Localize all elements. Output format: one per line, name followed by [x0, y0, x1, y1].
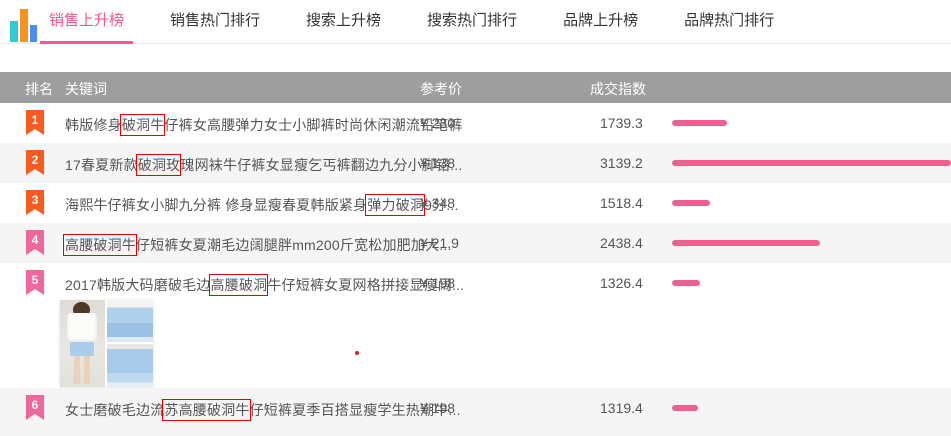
- keyword-segment: 17春夏新款: [65, 157, 138, 173]
- keyword-segment: 9分...: [424, 197, 459, 213]
- keyword-segment: 牛仔短裤女夏网格拼接显瘦阔...: [267, 277, 465, 293]
- col-header-keyword: 关键词: [65, 81, 107, 97]
- keyword-segment: 韩版修身: [65, 117, 122, 133]
- keyword-segment: 2017韩版大码磨破毛边: [65, 277, 211, 293]
- price-value: ¥ 230: [420, 115, 456, 131]
- index-value: 1326.4: [600, 275, 643, 291]
- keyword-highlight-box: 高腰破洞牛: [65, 237, 136, 253]
- keyword-segment: 仔裤女高腰弹力女士小脚裤时尚休闲潮流铅笔裤: [164, 117, 463, 133]
- index-value: 3139.2: [600, 155, 643, 171]
- table-row[interactable]: 4 高腰破洞牛仔短裤女夏潮毛边阔腿胖mm200斤宽松加肥加大... ¥ 21.9…: [0, 223, 951, 263]
- tab-brand-hot[interactable]: 品牌热门排行: [684, 12, 775, 29]
- index-bar: [672, 240, 820, 246]
- table-row[interactable]: 1 韩版修身破洞牛仔裤女高腰弹力女士小脚裤时尚休闲潮流铅笔裤 ¥ 230 173…: [0, 103, 951, 143]
- keyword-text: 韩版修身破洞牛仔裤女高腰弹力女士小脚裤时尚休闲潮流铅笔裤: [65, 115, 463, 135]
- table-row[interactable]: 2 17春夏新款破洞玫瑰网袜牛仔裤女显瘦乞丐裤翻边九分小脚铅... ¥ 138 …: [0, 143, 951, 183]
- product-photo-shorts-side: [107, 344, 153, 387]
- tab-brand-rising[interactable]: 品牌上升榜: [563, 12, 639, 29]
- keyword-text: 女士磨破毛边流苏高腰破洞牛仔短裤夏季百搭显瘦学生热潮牛...: [65, 400, 461, 420]
- index-value: 1319.4: [600, 400, 643, 416]
- tab-search-rising[interactable]: 搜索上升榜: [306, 12, 382, 29]
- rank-badge: 2: [26, 150, 44, 175]
- price-value: ¥ 138: [420, 155, 456, 171]
- price-value: ¥ 348: [420, 195, 456, 211]
- table-row[interactable]: 6 女士磨破毛边流苏高腰破洞牛仔短裤夏季百搭显瘦学生热潮牛... ¥ 198 1…: [0, 388, 951, 436]
- price-value: ¥ 21.9: [420, 235, 459, 251]
- keyword-highlight-box: 弹力破洞: [367, 197, 425, 213]
- keyword-text: 高腰破洞牛仔短裤女夏潮毛边阔腿胖mm200斤宽松加肥加大...: [65, 235, 452, 255]
- bar-chart-icon: [10, 8, 40, 42]
- index-bar: [672, 120, 727, 126]
- keyword-segment: 女士磨破毛边流: [65, 402, 165, 418]
- tab-search-hot[interactable]: 搜索热门排行: [427, 12, 518, 29]
- keyword-segment: 仔短裤夏季百搭显瘦学生热潮牛...: [249, 402, 461, 418]
- col-header-price: 参考价: [420, 81, 462, 97]
- product-photo-shorts-front: [107, 300, 153, 342]
- table-row[interactable]: 5 2017韩版大码磨破毛边高腰破洞牛仔短裤女夏网格拼接显瘦阔... ¥ 198…: [0, 263, 951, 388]
- index-bar: [672, 160, 951, 166]
- rank-badge: 1: [26, 110, 44, 135]
- index-value: 1739.3: [600, 115, 643, 131]
- index-value: 2438.4: [600, 235, 643, 251]
- table-header: 排名 关键词 参考价 成交指数: [0, 72, 951, 103]
- tab-sales-hot[interactable]: 销售热门排行: [170, 12, 261, 29]
- index-bar: [672, 405, 698, 411]
- table-row[interactable]: 3 海熙牛仔裤女小脚九分裤 修身显瘦春夏韩版紧身弹力破洞9分... ¥ 348 …: [0, 183, 951, 223]
- tab-sales-rising[interactable]: 销售上升榜: [40, 0, 134, 44]
- stray-red-dot: [355, 351, 359, 355]
- index-bar: [672, 200, 710, 206]
- col-header-index: 成交指数: [590, 81, 646, 97]
- product-image-preview[interactable]: [60, 300, 153, 387]
- keyword-segment: 仔短裤女夏潮毛边阔腿胖mm200斤宽松加肥加大...: [136, 237, 452, 253]
- product-photo-model: [60, 300, 105, 387]
- rank-badge: 6: [26, 395, 44, 420]
- keyword-text: 海熙牛仔裤女小脚九分裤 修身显瘦春夏韩版紧身弹力破洞9分...: [65, 195, 459, 215]
- keyword-highlight-box: 高腰破洞: [210, 277, 268, 293]
- index-value: 1518.4: [600, 195, 643, 211]
- index-bar: [672, 280, 700, 286]
- keyword-text: 2017韩版大码磨破毛边高腰破洞牛仔短裤女夏网格拼接显瘦阔...: [65, 275, 464, 295]
- rank-badge: 5: [26, 270, 44, 295]
- keyword-highlight-box: 苏高腰破洞牛: [164, 402, 250, 418]
- price-value: ¥ 198: [420, 275, 456, 291]
- keyword-highlight-box: 破洞玫: [137, 157, 181, 173]
- col-header-rank: 排名: [25, 81, 53, 97]
- keyword-text: 17春夏新款破洞玫瑰网袜牛仔裤女显瘦乞丐裤翻边九分小脚铅...: [65, 155, 462, 175]
- tab-list: 销售上升榜 销售热门排行 搜索上升榜 搜索热门排行 品牌上升榜 品牌热门排行: [40, 0, 811, 44]
- rank-badge: 4: [26, 230, 44, 255]
- ranking-table: 1 韩版修身破洞牛仔裤女高腰弹力女士小脚裤时尚休闲潮流铅笔裤 ¥ 230 173…: [0, 103, 951, 436]
- keyword-highlight-box: 破洞牛: [121, 117, 165, 133]
- price-value: ¥ 198: [420, 400, 456, 416]
- rank-badge: 3: [26, 190, 44, 215]
- keyword-segment: 海熙牛仔裤女小脚九分裤 修身显瘦春夏韩版紧身: [65, 197, 368, 213]
- keyword-segment: 瑰网袜牛仔裤女显瘦乞丐裤翻边九分小脚铅...: [180, 157, 463, 173]
- top-tab-bar: 销售上升榜 销售热门排行 搜索上升榜 搜索热门排行 品牌上升榜 品牌热门排行: [0, 0, 951, 44]
